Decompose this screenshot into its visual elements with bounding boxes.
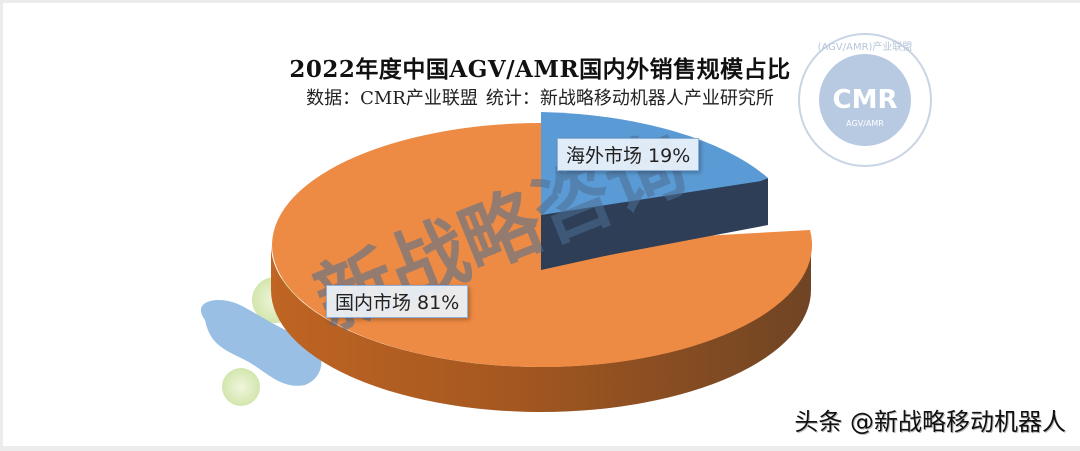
svg-text:(AGV/AMR)产业联盟: (AGV/AMR)产业联盟 — [818, 40, 913, 53]
footer-credit: 头条 @新战略移动机器人 — [794, 408, 1066, 436]
seal-logo: CMR AGV/AMR (AGV/AMR)产业联盟 — [798, 33, 932, 167]
chart-subtitle: 数据：CMR产业联盟 统计：新战略移动机器人产业研究所 — [0, 84, 1080, 110]
frame-left-border — [0, 0, 3, 451]
data-label-overseas: 海外市场 19% — [557, 138, 700, 171]
data-label-domestic: 国内市场 81% — [326, 285, 469, 318]
svg-text:AGV/AMR: AGV/AMR — [846, 119, 884, 128]
stats-label: 统计：新战略移动机器人产业研究所 — [485, 88, 774, 109]
source-label: 数据：CMR产业联盟 — [306, 88, 478, 109]
frame-top-border — [0, 0, 1080, 3]
chart-title: 2022年度中国AGV/AMR国内外销售规模占比 — [289, 56, 791, 83]
frame-bottom-border — [0, 446, 1080, 451]
pie-side — [271, 245, 811, 412]
svg-text:CMR: CMR — [833, 85, 898, 115]
